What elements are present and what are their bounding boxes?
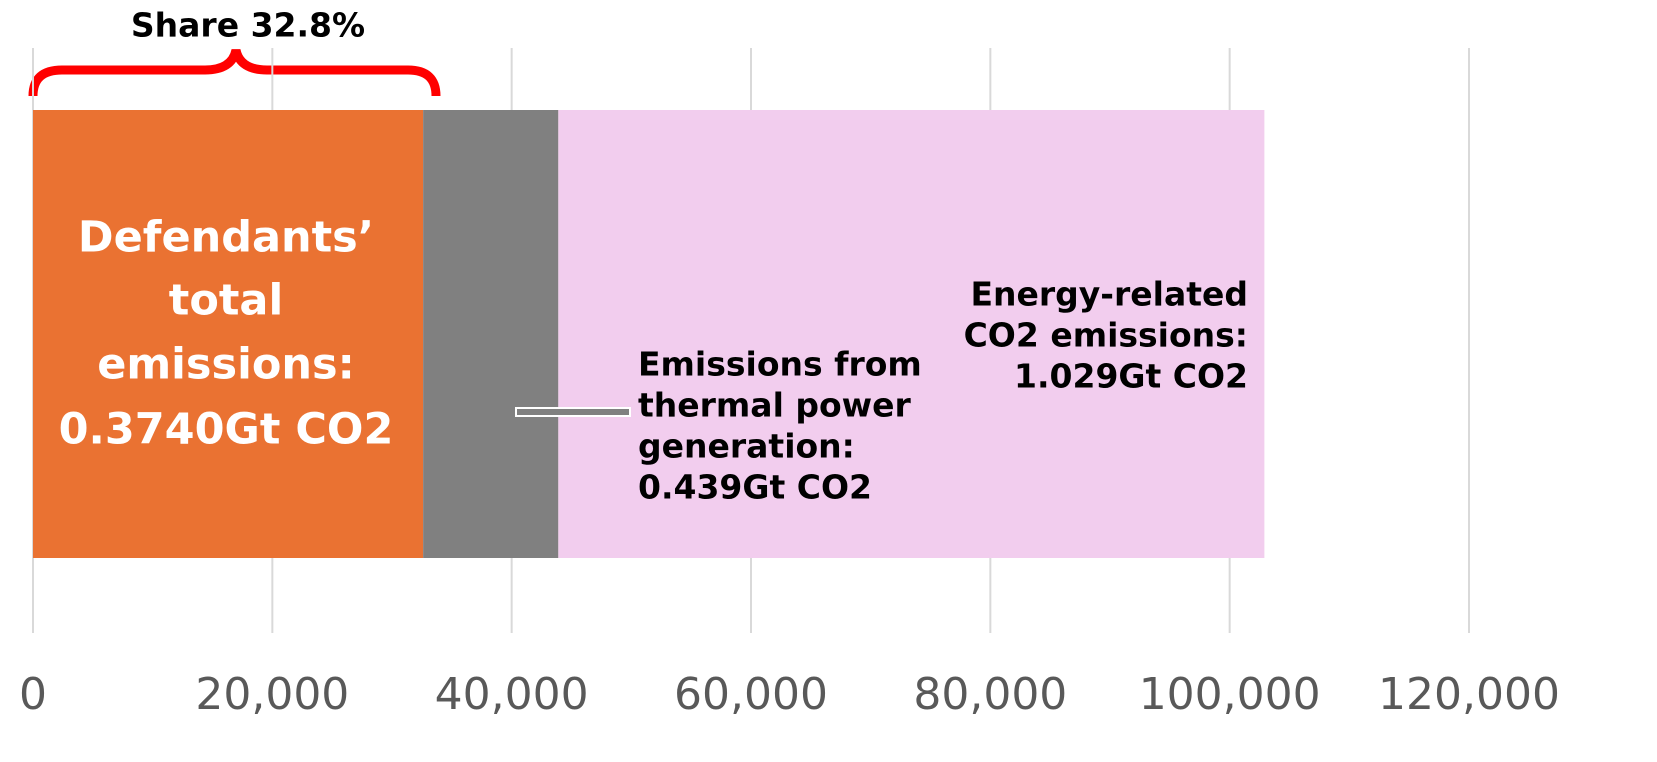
x-tick-label: 80,000 (913, 669, 1067, 720)
bar-segment (558, 110, 1265, 558)
defendants-label: emissions: (97, 340, 355, 390)
energy-label: Energy-related (970, 275, 1248, 314)
bar-segment (33, 110, 424, 558)
leader-line (515, 407, 631, 417)
thermal-label: generation: (638, 427, 855, 466)
defendants-label: Defendants’ (78, 213, 374, 263)
thermal-label: 0.439Gt CO2 (638, 468, 872, 507)
x-tick-label: 0 (19, 669, 47, 720)
x-tick-label: 120,000 (1378, 669, 1560, 720)
brace (28, 48, 441, 97)
energy-label: CO2 emissions: (964, 316, 1248, 355)
defendants-label: 0.3740Gt CO2 (59, 405, 394, 455)
energy-label: 1.029Gt CO2 (1014, 357, 1248, 396)
defendants-label: total (169, 276, 283, 326)
bar-segment (423, 110, 559, 558)
x-tick-label: 60,000 (674, 669, 828, 720)
x-tick-label: 20,000 (195, 669, 349, 720)
x-tick-label: 100,000 (1139, 669, 1321, 720)
x-tick-label: 40,000 (435, 669, 589, 720)
thermal-label: Emissions from (638, 345, 922, 384)
thermal-label: thermal power (638, 386, 912, 425)
share-label: Share 32.8% (131, 6, 365, 45)
